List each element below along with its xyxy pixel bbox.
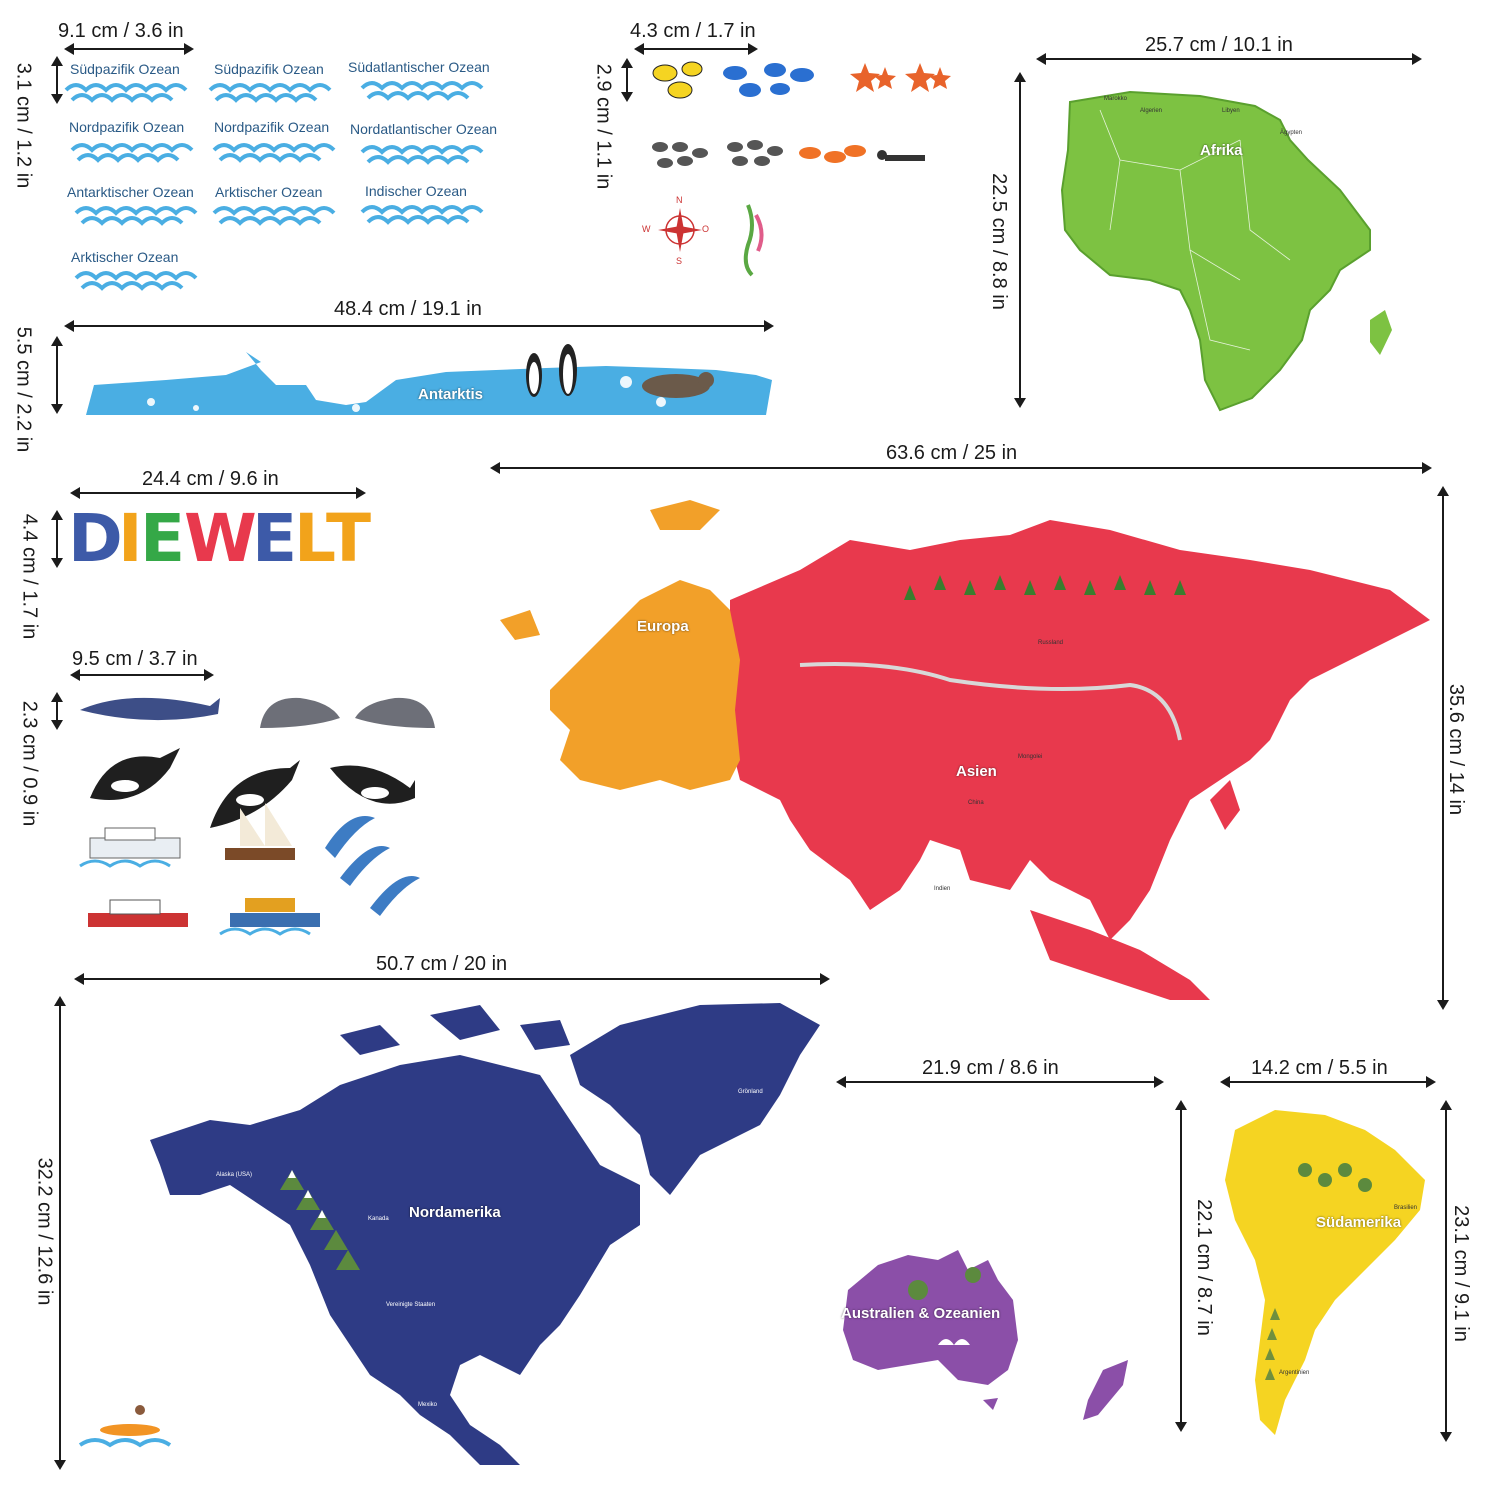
asia-label: Asien [956, 763, 997, 780]
place-libya: Libyen [1222, 108, 1240, 114]
namerica-height-arrow [54, 996, 66, 1470]
europe-label: Europa [637, 618, 689, 635]
eurasia-width-arrow [490, 462, 1432, 474]
title-width-arrow [70, 487, 366, 499]
ocean-label: Südpazifik Ozean [214, 61, 324, 77]
ocean-label: Südpazifik Ozean [70, 61, 180, 77]
australia-height-arrow [1175, 1100, 1187, 1432]
samerica-width-label: 14.2 cm / 5.5 in [1251, 1057, 1388, 1079]
africa-height-label: 22.5 cm / 8.8 in [987, 173, 1010, 310]
ocean-label: Antarktischer Ozean [67, 184, 194, 200]
title-letter: W [184, 500, 257, 577]
place-brazil: Brasilien [1394, 1205, 1418, 1211]
antarctica-label: Antarktis [418, 386, 484, 403]
eurasia-height-arrow [1437, 486, 1449, 1010]
place-india: Indien [934, 886, 951, 892]
ocean-label: Arktischer Ozean [71, 249, 179, 265]
ocean-label: Südatlantischer Ozean [348, 59, 490, 75]
africa-width-label: 25.7 cm / 10.1 in [1145, 34, 1293, 56]
africa-width-arrow [1036, 53, 1422, 65]
whales-height-arrow [51, 692, 63, 730]
namerica-label: Nordamerika [409, 1204, 501, 1221]
fish-height-arrow [621, 58, 633, 102]
africa-label: Afrika [1200, 142, 1243, 159]
title-letter: E [252, 500, 298, 577]
namerica-width-arrow [74, 973, 830, 985]
place-china: China [968, 800, 984, 806]
title-letter: T [326, 500, 372, 577]
place-egypt: Ägypten [1280, 130, 1303, 136]
fish-height-label: 2.9 cm / 1.1 in [592, 63, 615, 190]
sea-life-stickers [652, 61, 951, 277]
fish-width-arrow [634, 43, 758, 55]
australia-map [843, 1250, 1128, 1420]
fish-width-label: 4.3 cm / 1.7 in [630, 20, 756, 42]
place-usa: Vereinigte Staaten [386, 1302, 436, 1308]
australia-label: Australien & Ozeanien [841, 1305, 1001, 1322]
australia-height-label: 22.1 cm / 8.7 in [1192, 1199, 1215, 1336]
place-argentina: Argentinien [1279, 1370, 1310, 1376]
ocean-label: Indischer Ozean [365, 183, 467, 199]
place-greenland: Grönland [738, 1089, 763, 1095]
whales-height-label: 2.3 cm / 0.9 in [18, 700, 41, 827]
namerica-width-label: 50.7 cm / 20 in [376, 953, 508, 975]
samerica-height-label: 23.1 cm / 9.1 in [1449, 1205, 1472, 1342]
oceans-width-label: 9.1 cm / 3.6 in [58, 20, 184, 42]
title-width-label: 24.4 cm / 9.6 in [142, 468, 279, 490]
antarctica-width-label: 48.4 cm / 19.1 in [334, 298, 482, 320]
ocean-label: Arktischer Ozean [215, 184, 323, 200]
north-america-map [150, 1003, 820, 1465]
compass-w: W [642, 224, 651, 234]
eurasia-width-label: 63.6 cm / 25 in [886, 442, 1018, 464]
south-america-map [1225, 1110, 1425, 1435]
place-mexico: Mexiko [418, 1402, 438, 1408]
whales-width-label: 9.5 cm / 3.7 in [72, 648, 198, 670]
africa-height-arrow [1014, 72, 1026, 408]
whales-width-arrow [70, 669, 214, 681]
antarctica-width-arrow [64, 320, 774, 332]
ocean-label: Nordpazifik Ozean [69, 119, 185, 135]
title-letter: I [118, 500, 143, 577]
antarctica-map [86, 344, 772, 415]
compass-o: O [702, 224, 710, 234]
samerica-height-arrow [1440, 1100, 1452, 1442]
africa-map [1060, 90, 1392, 412]
place-canada: Kanada [368, 1216, 389, 1222]
namerica-height-label: 32.2 cm / 12.6 in [33, 1157, 56, 1306]
antarctica-height-arrow [51, 336, 63, 414]
samerica-label: Südamerika [1316, 1214, 1402, 1231]
eurasia-map [500, 500, 1430, 1000]
compass-s: S [676, 256, 683, 266]
surfer-sticker [78, 1405, 172, 1448]
oceans-height-arrow [51, 56, 63, 104]
oceans-width-arrow [64, 43, 194, 55]
compass-n: N [676, 195, 683, 205]
antarctica-height-label: 5.5 cm / 2.2 in [12, 326, 35, 453]
place-morocco: Marokko [1104, 96, 1128, 102]
ocean-label: Nordatlantischer Ozean [350, 121, 498, 137]
ocean-waves [64, 81, 484, 290]
title-letter: D [68, 500, 123, 577]
whales-ships-stickers [79, 697, 435, 936]
samerica-width-arrow [1220, 1076, 1436, 1088]
title-height-arrow [51, 510, 63, 568]
ocean-label: Nordpazifik Ozean [214, 119, 330, 135]
place-mongolia: Mongolei [1018, 754, 1043, 760]
place-russia: Russland [1038, 640, 1064, 646]
place-algeria: Algerien [1140, 108, 1163, 114]
title-height-label: 4.4 cm / 1.7 in [18, 513, 41, 640]
title-letter: L [294, 500, 337, 577]
title-letter: E [140, 500, 186, 577]
australia-width-label: 21.9 cm / 8.6 in [922, 1057, 1059, 1079]
australia-width-arrow [836, 1076, 1164, 1088]
eurasia-height-label: 35.6 cm / 14 in [1445, 683, 1468, 816]
place-alaska: Alaska (USA) [216, 1172, 253, 1178]
